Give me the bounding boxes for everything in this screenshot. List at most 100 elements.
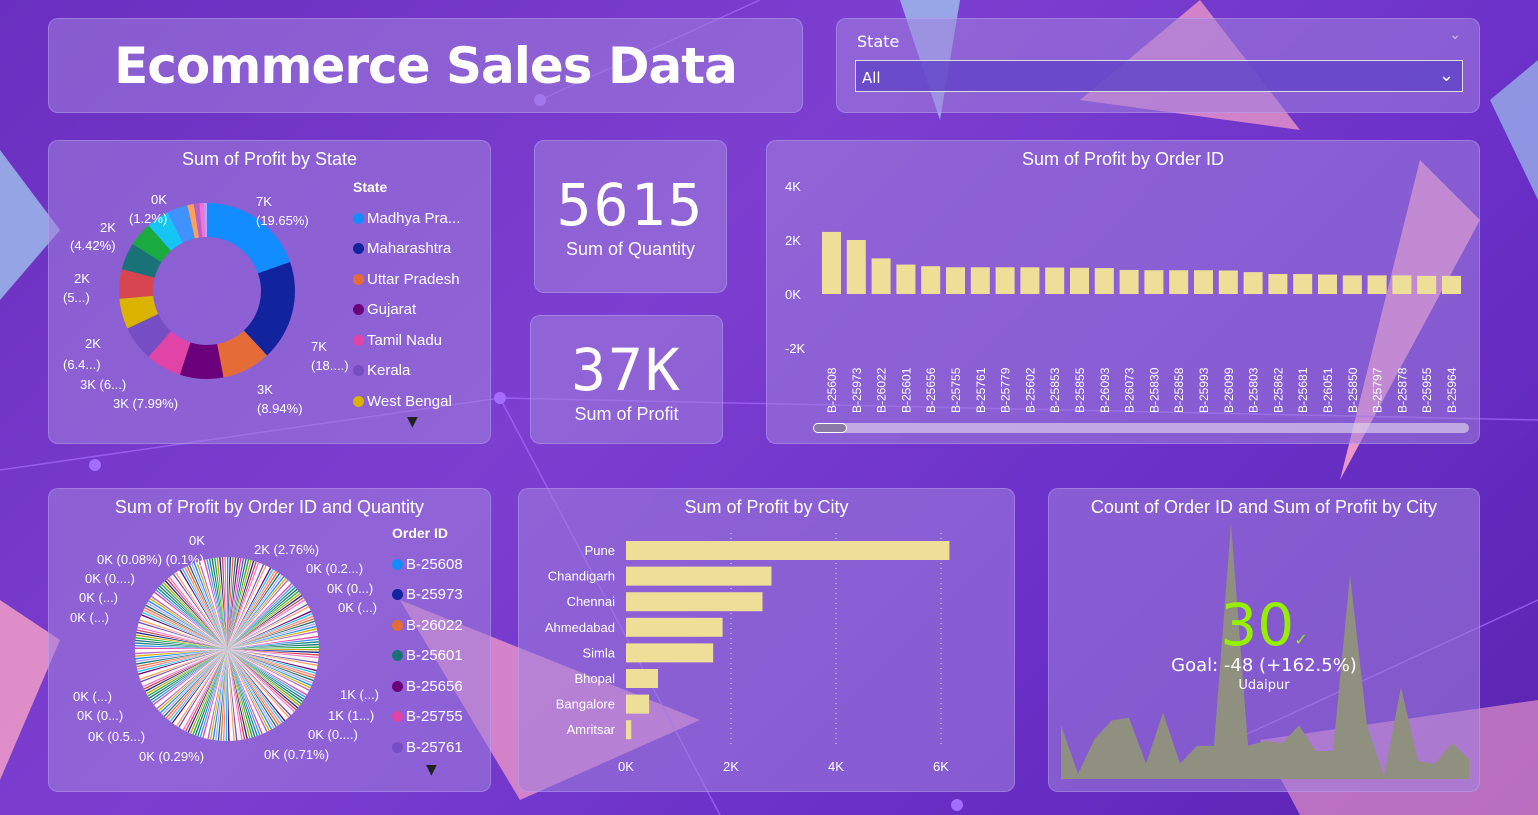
pie-slice[interactable] <box>227 649 292 716</box>
bar[interactable] <box>1392 275 1412 294</box>
pie-slice[interactable] <box>227 557 239 649</box>
bar[interactable] <box>626 617 723 637</box>
donut-slice[interactable] <box>127 314 172 357</box>
pie-slice[interactable] <box>227 649 297 711</box>
pie-slice[interactable] <box>227 633 318 649</box>
pie-slice[interactable] <box>227 649 275 729</box>
pie-slice[interactable] <box>140 616 227 649</box>
pie-slice[interactable] <box>182 649 227 731</box>
pie-slice[interactable] <box>227 649 319 656</box>
pie-slice[interactable] <box>175 572 227 649</box>
pie-slice[interactable] <box>227 579 289 649</box>
bar[interactable] <box>1243 272 1263 294</box>
pie-slice[interactable] <box>227 649 311 689</box>
pie-slice[interactable] <box>227 649 293 715</box>
pie-slice[interactable] <box>216 557 227 649</box>
pie-slice[interactable] <box>177 570 227 649</box>
pie-slice[interactable] <box>227 649 295 713</box>
pie-slice[interactable] <box>227 649 286 722</box>
pie-slice[interactable] <box>150 649 227 701</box>
pie-slice[interactable] <box>227 635 319 649</box>
donut-slice[interactable] <box>132 225 172 263</box>
pie-slice[interactable] <box>227 590 300 649</box>
bar[interactable] <box>1367 275 1387 294</box>
pie-slice[interactable] <box>227 649 312 687</box>
pie-slice[interactable] <box>227 649 241 741</box>
pie-slice[interactable] <box>227 588 298 649</box>
pie-slice[interactable] <box>165 649 227 719</box>
pie-slice[interactable] <box>227 649 305 700</box>
pie-slice[interactable] <box>227 649 230 741</box>
scrollbar-thumb[interactable] <box>813 423 847 433</box>
pie-slice[interactable] <box>227 584 294 649</box>
pie-slice[interactable] <box>185 649 227 732</box>
pie-slice[interactable] <box>138 649 227 675</box>
legend-more-arrow-icon[interactable]: ▼ <box>407 414 418 430</box>
pie-slice[interactable] <box>208 558 227 649</box>
pie-slice[interactable] <box>140 649 227 683</box>
pie-slice[interactable] <box>173 649 227 725</box>
pie-slice[interactable] <box>147 649 227 697</box>
pie-slice[interactable] <box>227 649 309 694</box>
pie-slice[interactable] <box>135 649 227 660</box>
pie-slice[interactable] <box>227 649 302 705</box>
pie-slice[interactable] <box>227 559 250 649</box>
pie-slice[interactable] <box>227 557 232 649</box>
legend-more-arrow-icon[interactable]: ▼ <box>426 762 437 778</box>
pie-slice[interactable] <box>162 582 227 649</box>
donut-slice[interactable] <box>121 243 162 278</box>
pie-slice[interactable] <box>227 630 318 649</box>
pie-slice[interactable] <box>170 575 227 649</box>
pie-slice[interactable] <box>227 649 270 732</box>
donut-slice[interactable] <box>203 203 207 238</box>
pie-slice[interactable] <box>180 649 227 730</box>
pie-slice[interactable] <box>222 649 227 741</box>
bar[interactable] <box>1318 274 1337 294</box>
pie-slice[interactable] <box>139 619 227 649</box>
bar[interactable] <box>1218 270 1238 294</box>
pie-slice[interactable] <box>227 574 283 649</box>
donut-slice[interactable] <box>187 203 199 239</box>
pie-slice[interactable] <box>193 562 227 649</box>
bar[interactable] <box>1293 274 1313 294</box>
pie-slice[interactable] <box>227 557 237 649</box>
pie-slice[interactable] <box>227 592 301 649</box>
pie-slice[interactable] <box>227 649 308 696</box>
pie-slice[interactable] <box>136 631 227 649</box>
pie-slice[interactable] <box>227 649 266 734</box>
legend-item[interactable]: B-25608 <box>392 549 463 580</box>
pie-slice[interactable] <box>227 628 317 649</box>
bar[interactable] <box>1342 275 1362 294</box>
pie-slice[interactable] <box>198 561 227 649</box>
pie-slice[interactable] <box>151 649 227 704</box>
bar[interactable] <box>1169 270 1189 294</box>
legend-item[interactable]: Kerala <box>353 356 460 387</box>
donut-slice[interactable] <box>119 295 159 329</box>
pie-slice[interactable] <box>227 597 304 649</box>
pie-slice[interactable] <box>172 573 227 649</box>
pie-slice[interactable] <box>161 649 227 715</box>
donut-slice[interactable] <box>148 331 191 375</box>
pie-slice[interactable] <box>227 565 267 649</box>
pie-slice[interactable] <box>227 649 233 741</box>
pie-slice[interactable] <box>227 577 287 649</box>
pie-slice[interactable] <box>209 649 227 740</box>
pie-slice[interactable] <box>160 649 227 714</box>
pie-slice[interactable] <box>227 649 318 669</box>
donut-slice[interactable] <box>207 203 291 274</box>
pie-slice[interactable] <box>148 600 227 649</box>
pie-slice[interactable] <box>144 607 227 649</box>
pie-slice[interactable] <box>227 649 256 737</box>
pie-slice[interactable] <box>189 649 227 734</box>
pie-slice[interactable] <box>227 560 252 649</box>
pie-slice[interactable] <box>135 649 227 655</box>
pie-slice[interactable] <box>135 637 227 649</box>
pie-slice[interactable] <box>227 601 307 649</box>
pie-slice[interactable] <box>227 586 296 649</box>
pie-slice[interactable] <box>221 557 227 649</box>
pie-slice[interactable] <box>135 639 227 649</box>
legend-item[interactable]: B-25601 <box>392 641 463 672</box>
pie-slice[interactable] <box>227 649 253 738</box>
bar[interactable] <box>1417 275 1437 294</box>
pie-slice[interactable] <box>227 649 300 707</box>
